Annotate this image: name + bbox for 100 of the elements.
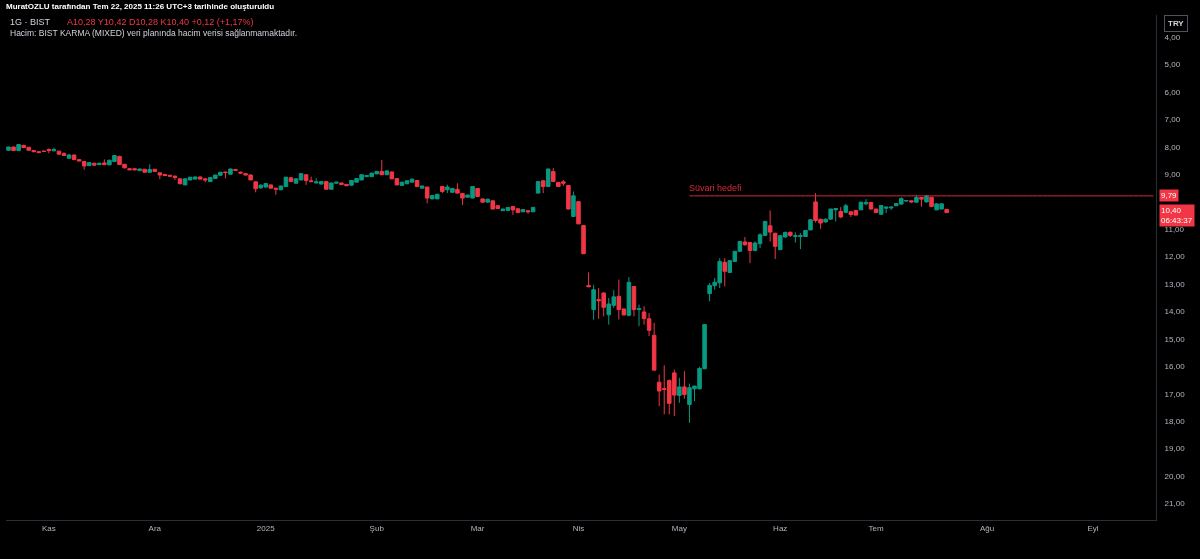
candlestick [914, 194, 919, 203]
x-tick-label: Kas [41, 523, 56, 533]
candlestick [253, 181, 258, 193]
y-tick-label: 20,00 [1164, 471, 1186, 481]
candlestick [909, 200, 914, 204]
text: TRY [1168, 19, 1185, 28]
candlestick [616, 279, 622, 321]
candlestick [409, 178, 415, 183]
candlestick [888, 206, 894, 211]
candlestick [530, 206, 536, 213]
candlestick [142, 168, 147, 174]
y-tick-label: 16,00 [1164, 362, 1186, 372]
chart-title: 1G · BIST [10, 17, 51, 28]
y-tick-label: 21,00 [1164, 499, 1186, 509]
candlestick [86, 161, 92, 167]
candlestick [576, 200, 581, 225]
candlestick [424, 186, 430, 204]
candlestick [147, 163, 153, 173]
chart-subtitle: A10,28 Y10,42 D10,28 K10,40 +0,12 (+1,17%) [67, 17, 254, 27]
candlestick [868, 201, 874, 210]
candlestick [223, 171, 228, 179]
candlestick [66, 153, 72, 160]
candlestick [838, 206, 844, 219]
text: 10,40 06:43:37 [1161, 206, 1193, 226]
y-tick-label: 18,00 [1164, 417, 1186, 426]
candlestick [626, 276, 632, 317]
candlestick [747, 241, 753, 264]
candlestick [788, 230, 793, 238]
candlestick [485, 198, 490, 203]
x-tick-label: Eyl [1087, 523, 1099, 533]
y-tick-label: 11,00 [1164, 224, 1185, 234]
candlestick [919, 196, 924, 208]
candlestick [772, 232, 778, 260]
y-tick-label: 8,00 [1164, 142, 1181, 152]
candlestick [566, 184, 571, 210]
candlestick [631, 285, 637, 317]
candlestick [581, 224, 586, 255]
candlestick [722, 257, 728, 287]
y-tick-label: 19,00 [1164, 444, 1186, 454]
y-tick-label: 12,00 [1164, 252, 1186, 262]
x-tick-label: Tem [868, 523, 884, 533]
candlestick [525, 209, 531, 215]
candlestick [767, 209, 773, 242]
candlestick [51, 147, 57, 152]
candlestick [81, 160, 87, 171]
x-tick-label: Mar [470, 523, 485, 533]
candlestick [61, 151, 67, 157]
candlestick [202, 177, 208, 183]
candlestick [510, 205, 516, 216]
candlestick [858, 201, 864, 211]
x-tick-label: May [671, 523, 687, 533]
candlestick [677, 377, 682, 404]
candlestick [308, 176, 314, 183]
x-tick-label: Ara [148, 523, 162, 533]
x-tick-label: Ağu [979, 523, 995, 533]
candlestick [298, 172, 304, 181]
candlestick [92, 162, 97, 167]
candlestick [434, 193, 440, 200]
candlestick [586, 271, 591, 288]
candlestick [944, 208, 949, 214]
candlestick [16, 143, 21, 152]
y-tick-label: 9,00 [1164, 169, 1181, 179]
candlestick [11, 146, 16, 152]
candlestick [6, 146, 11, 152]
candlestick [157, 172, 163, 180]
candlestick [384, 169, 390, 176]
y-tick-label: 4,00 [1164, 32, 1181, 42]
y-tick-label: 17,00 [1164, 389, 1186, 399]
candlestick [636, 304, 642, 327]
candlestick [318, 180, 324, 185]
x-tick-label: Nis [572, 523, 585, 533]
candlestick [172, 175, 178, 181]
candlestick [102, 158, 107, 166]
candlestick [540, 180, 546, 194]
y-tick-label: 14,00 [1164, 307, 1186, 317]
candlestick [848, 211, 854, 218]
candlestick [550, 167, 556, 183]
candlestick [399, 181, 405, 187]
candlestick [545, 168, 551, 188]
y-tick-label: 6,00 [1164, 87, 1181, 97]
candlestick [379, 159, 385, 176]
annotation: Hacim: BIST KARMA (MIXED) veri planında hacim verisi sağlanmamaktadır. [10, 28, 298, 38]
x-tick-label: Haz [773, 523, 788, 533]
y-tick-label: 13,00 [1164, 279, 1186, 289]
candlestick [535, 180, 541, 194]
candlestick [228, 168, 233, 175]
candlestick [152, 168, 158, 173]
candlestick [192, 176, 198, 180]
candlestick [440, 185, 445, 194]
y-tick-label: 7,00 [1164, 115, 1181, 125]
candlestick [233, 168, 238, 172]
candlestick [137, 168, 142, 172]
candlestick [571, 190, 576, 218]
candlestick [475, 187, 480, 198]
text: 9,79 [1161, 191, 1178, 200]
series-label: Süvari hedefi [689, 183, 742, 193]
candlestick [682, 370, 687, 400]
x-tick-label: Şub [369, 523, 385, 533]
candlestick [419, 185, 425, 189]
candlestick [480, 198, 485, 203]
